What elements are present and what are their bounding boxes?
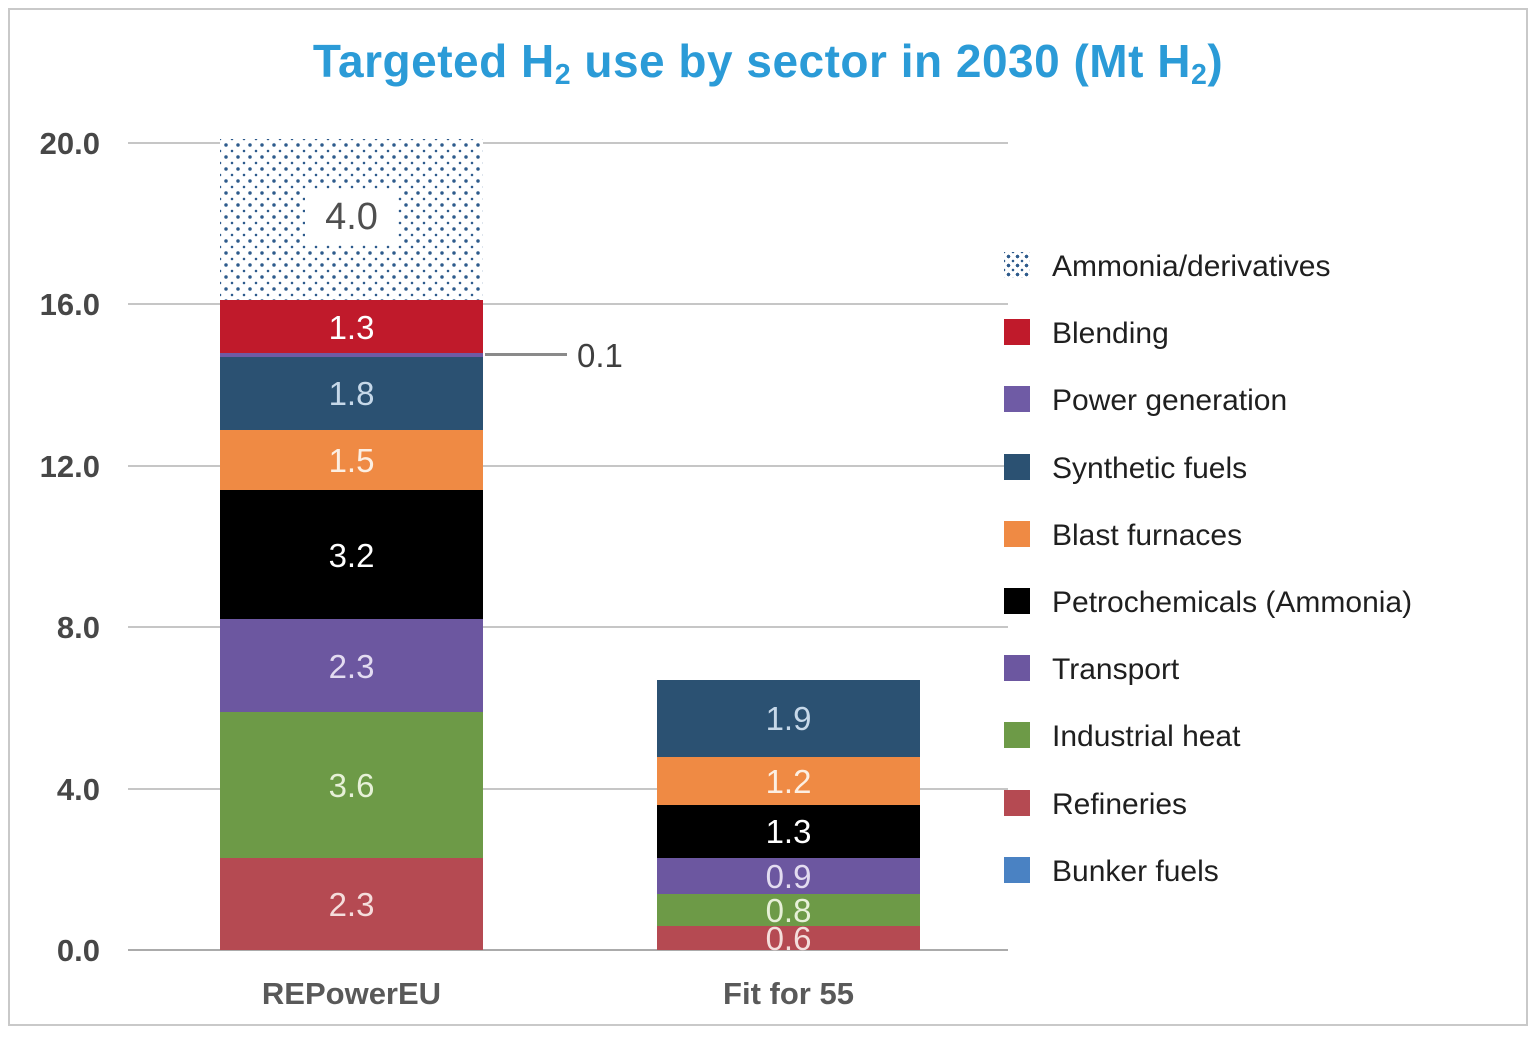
legend-swatch-ammonia-derivatives [1004, 252, 1030, 278]
segment-value-label: 1.3 [765, 813, 812, 851]
legend-item-petrochemicals-ammonia-: Petrochemicals (Ammonia) [1004, 581, 1444, 621]
legend-swatch-industrial-heat [1004, 722, 1030, 749]
legend-label: Petrochemicals (Ammonia) [1052, 586, 1413, 619]
segment-value-label: 1.5 [328, 441, 375, 479]
bar-segment-blending: 1.3 [220, 300, 483, 353]
title-part: use by sector in 2030 (Mt H [571, 35, 1191, 87]
legend-label: Industrial heat [1052, 720, 1241, 754]
segment-value-label: 4.0 [220, 189, 483, 244]
title-subscript: 2 [554, 59, 572, 92]
legend-label: Transport [1052, 653, 1180, 687]
legend-swatch-refineries [1004, 789, 1030, 816]
bar-segment-industrial-heat: 0.8 [657, 892, 920, 930]
bar-segment-petrochemicals-ammonia-: 3.2 [220, 490, 483, 620]
title-subscript: 2 [1190, 59, 1208, 92]
legend-item-bunker-fuels: Bunker fuels [1004, 850, 1444, 890]
legend-item-industrial-heat: Industrial heat [1004, 715, 1444, 755]
legend-label: Power generation [1052, 384, 1288, 418]
gridline-y-16.0 [128, 303, 1008, 306]
bar-segment-refineries: 2.3 [220, 857, 483, 951]
bar-segment-ammonia-derivatives: 4.0 [220, 138, 483, 301]
legend-label: Bunker fuels [1052, 854, 1219, 888]
legend-swatch-power-generation [1004, 386, 1030, 413]
legend-item-ammonia-derivatives: Ammonia/derivatives [1004, 245, 1444, 285]
segment-value-label: 1.9 [765, 700, 812, 738]
legend-swatch-blending [1004, 319, 1030, 346]
callout-line [485, 353, 567, 357]
legend-swatch-transport [1004, 655, 1030, 682]
bar-segment-synthetic-fuels: 1.8 [220, 356, 483, 430]
gridline-y-12.0 [128, 464, 1008, 467]
legend-item-blast-furnaces: Blast furnaces [1004, 514, 1444, 554]
legend-item-transport: Transport [1004, 648, 1444, 688]
title-part: Targeted H [312, 35, 555, 87]
legend-label: Ammonia/derivatives [1052, 250, 1331, 283]
y-axis-tick-label: 20.0 [39, 126, 100, 161]
segment-value-label: 1.2 [765, 762, 812, 800]
bar-segment-petrochemicals-ammonia-: 1.3 [657, 805, 920, 858]
segment-value-label: 0.9 [765, 857, 812, 895]
legend-swatch-bunker-fuels [1004, 856, 1030, 883]
legend-swatch-blast-furnaces [1004, 520, 1030, 547]
legend-item-refineries: Refineries [1004, 783, 1444, 823]
bar-segment-synthetic-fuels: 1.9 [657, 679, 920, 757]
bar-segment-transport: 2.3 [220, 619, 483, 713]
legend-label: Refineries [1052, 787, 1188, 821]
y-axis-tick-label: 0.0 [56, 933, 100, 969]
legend-label: Blending [1052, 317, 1169, 351]
gridline-y-8.0 [128, 626, 1008, 629]
gridline-y-0.0 [128, 949, 1008, 952]
bar-segment-blast-furnaces: 1.2 [657, 756, 920, 806]
bar-segment-industrial-heat: 3.6 [220, 712, 483, 858]
legend-label: Synthetic fuels [1052, 451, 1248, 485]
category-label-fit-for-55: Fit for 55 [723, 976, 854, 1012]
gridline-y-4.0 [128, 787, 1008, 790]
legend-swatch-petrochemicals-ammonia- [1004, 588, 1030, 614]
segment-value-label: 2.3 [328, 647, 375, 685]
legend-label: Blast furnaces [1052, 518, 1243, 552]
callout-value-label: 0.1 [577, 336, 623, 374]
category-label-repowereu: REPowerEU [261, 976, 442, 1012]
segment-value-label: 0.6 [765, 920, 812, 958]
y-axis-tick-label: 16.0 [39, 287, 100, 323]
chart-title: Targeted H2 use by sector in 2030 (Mt H2… [0, 34, 1536, 92]
segment-value-label: 3.6 [328, 766, 375, 804]
gridline-y-20.0 [128, 142, 1008, 144]
segment-value-label: 2.3 [328, 885, 375, 923]
segment-value-label: 0.8 [765, 892, 812, 930]
segment-value-label: 1.3 [328, 308, 375, 346]
bar-segment-transport: 0.9 [657, 857, 920, 895]
segment-value-label: 1.8 [328, 375, 375, 413]
y-axis-tick-label: 8.0 [56, 610, 100, 646]
legend-item-synthetic-fuels: Synthetic fuels [1004, 447, 1444, 487]
legend-item-power-generation: Power generation [1004, 379, 1444, 419]
bar-segment-blast-furnaces: 1.5 [220, 429, 483, 491]
legend-item-blending: Blending [1004, 312, 1444, 352]
segment-value-label: 3.2 [328, 536, 375, 574]
segment-value-chip: 4.0 [305, 189, 398, 244]
y-axis-tick-label: 12.0 [39, 448, 100, 484]
bar-segment-refineries: 0.6 [657, 922, 920, 955]
legend-swatch-synthetic-fuels [1004, 453, 1030, 480]
title-part: ) [1207, 35, 1224, 87]
bar-segment-power-generation [220, 352, 483, 357]
y-axis-tick-label: 4.0 [56, 771, 100, 807]
